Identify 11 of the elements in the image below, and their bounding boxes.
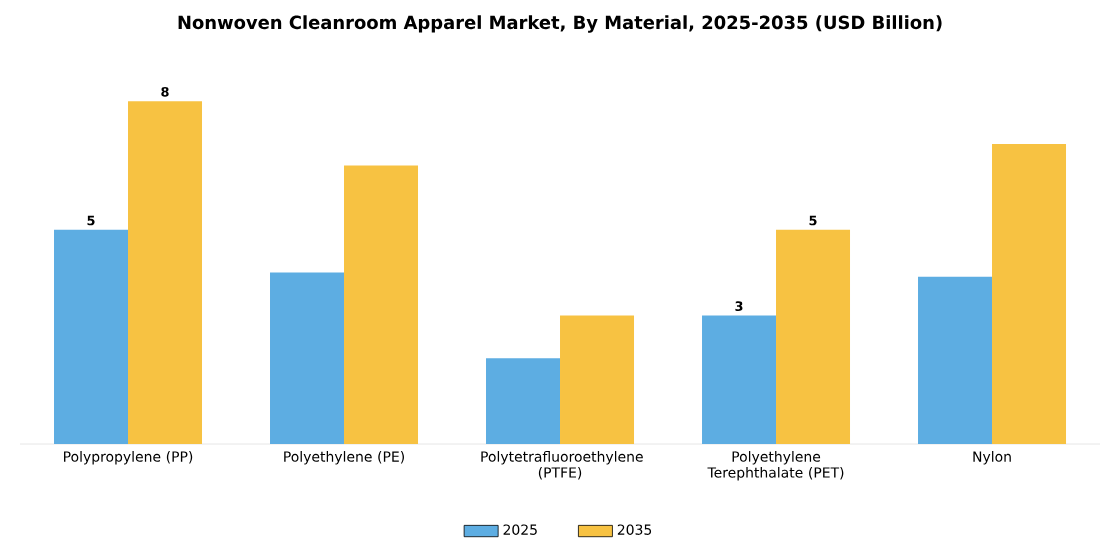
bar [702,315,777,444]
bar [560,315,635,444]
bar [344,165,419,444]
bar [270,272,345,444]
bar [128,101,203,444]
bar [992,144,1067,444]
chart-title: Nonwoven Cleanroom Apparel Market, By Material, 2025-2035 (USD Billion) [178,15,942,33]
bar [486,358,561,444]
bar [918,276,993,444]
bar [54,229,129,444]
bar [776,229,851,444]
